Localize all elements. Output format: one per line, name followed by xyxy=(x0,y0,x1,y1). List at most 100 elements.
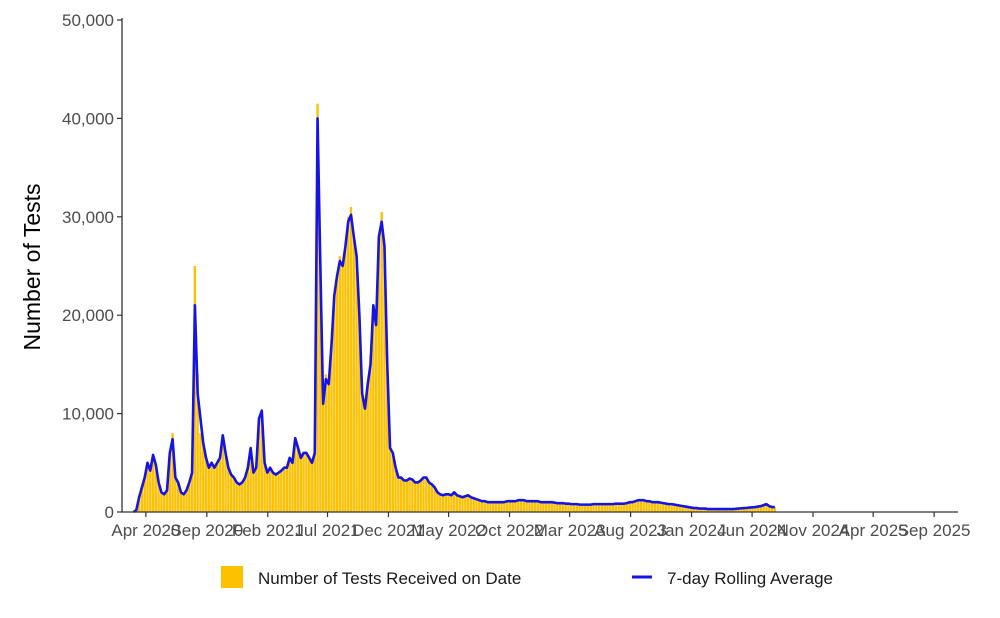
bar xyxy=(285,467,289,512)
bar xyxy=(288,457,291,512)
bar xyxy=(517,500,520,512)
bar xyxy=(425,477,428,512)
bar xyxy=(444,494,447,512)
bar xyxy=(316,103,319,512)
bar xyxy=(642,500,645,512)
bar xyxy=(408,478,411,512)
bar xyxy=(578,504,581,512)
bar xyxy=(335,275,339,512)
bar xyxy=(397,477,400,512)
bar xyxy=(567,503,570,512)
bar xyxy=(405,480,408,512)
bar xyxy=(561,503,565,512)
bar xyxy=(380,211,383,512)
bar xyxy=(341,266,344,512)
bar xyxy=(556,503,559,512)
bar xyxy=(508,501,512,512)
bar xyxy=(349,206,353,512)
bar xyxy=(207,467,211,512)
bar xyxy=(729,509,732,512)
bar xyxy=(386,364,389,512)
bar xyxy=(586,504,590,512)
bar xyxy=(441,495,445,512)
bar xyxy=(146,462,149,512)
bar xyxy=(257,428,261,512)
bar xyxy=(553,502,556,512)
bar xyxy=(589,504,592,512)
bar xyxy=(310,462,314,512)
bar xyxy=(277,472,280,512)
bar xyxy=(742,508,746,512)
bar xyxy=(140,487,144,512)
bar xyxy=(592,504,595,512)
bar xyxy=(355,256,358,512)
bar xyxy=(193,266,197,512)
bar xyxy=(363,408,367,512)
bar xyxy=(229,474,233,512)
bar xyxy=(606,504,609,512)
bar xyxy=(333,295,336,512)
bar xyxy=(723,509,726,512)
bar xyxy=(653,502,657,512)
bar xyxy=(581,504,584,512)
bar xyxy=(478,500,481,512)
rolling-average-layer xyxy=(132,117,775,514)
bar xyxy=(458,496,461,512)
bar xyxy=(528,501,531,512)
bar xyxy=(302,452,305,512)
bar xyxy=(475,499,478,512)
bar xyxy=(358,315,361,512)
bar xyxy=(483,501,487,512)
bar xyxy=(575,504,579,512)
bar xyxy=(469,497,473,512)
bar xyxy=(461,497,464,512)
legend-label-tests: Number of Tests Received on Date xyxy=(258,569,521,588)
bar xyxy=(536,501,539,512)
bar xyxy=(196,374,199,512)
bar xyxy=(227,467,230,512)
bar xyxy=(505,501,509,512)
bar xyxy=(372,305,375,512)
bar xyxy=(394,467,397,512)
y-tick-label: 30,000 xyxy=(62,208,114,227)
bar xyxy=(224,452,227,512)
bar xyxy=(452,492,456,512)
legend-swatch-tests xyxy=(221,566,243,588)
bar xyxy=(422,477,425,512)
bar xyxy=(160,492,163,512)
bar xyxy=(645,501,648,512)
bar xyxy=(190,472,194,512)
bar xyxy=(427,482,431,512)
bar xyxy=(221,443,224,512)
bar xyxy=(533,501,537,512)
bar xyxy=(595,504,598,512)
bar xyxy=(249,448,252,512)
bar xyxy=(266,472,269,512)
bar xyxy=(617,503,620,512)
bar xyxy=(519,500,523,512)
y-tick-label: 40,000 xyxy=(62,109,114,128)
bar xyxy=(213,467,216,512)
bar xyxy=(188,482,191,512)
bar xyxy=(179,492,183,512)
bar xyxy=(182,494,185,512)
bar xyxy=(597,504,601,512)
bar xyxy=(235,482,238,512)
bar xyxy=(154,464,158,512)
y-tick-label: 20,000 xyxy=(62,306,114,325)
bar xyxy=(670,504,673,512)
bar xyxy=(695,508,698,512)
legend: Number of Tests Received on Date 7-day Ro… xyxy=(221,566,833,588)
bar xyxy=(411,479,414,512)
bar xyxy=(712,509,715,512)
bar xyxy=(762,505,765,512)
bar xyxy=(731,509,735,512)
x-tick-label: Apr 2025 xyxy=(839,521,908,540)
bar xyxy=(628,502,631,512)
bar xyxy=(344,246,347,512)
x-tick-label: Aug 2023 xyxy=(594,521,667,540)
bar xyxy=(260,418,263,512)
bar xyxy=(246,467,250,512)
x-tick-label: Apr 2020 xyxy=(111,521,180,540)
